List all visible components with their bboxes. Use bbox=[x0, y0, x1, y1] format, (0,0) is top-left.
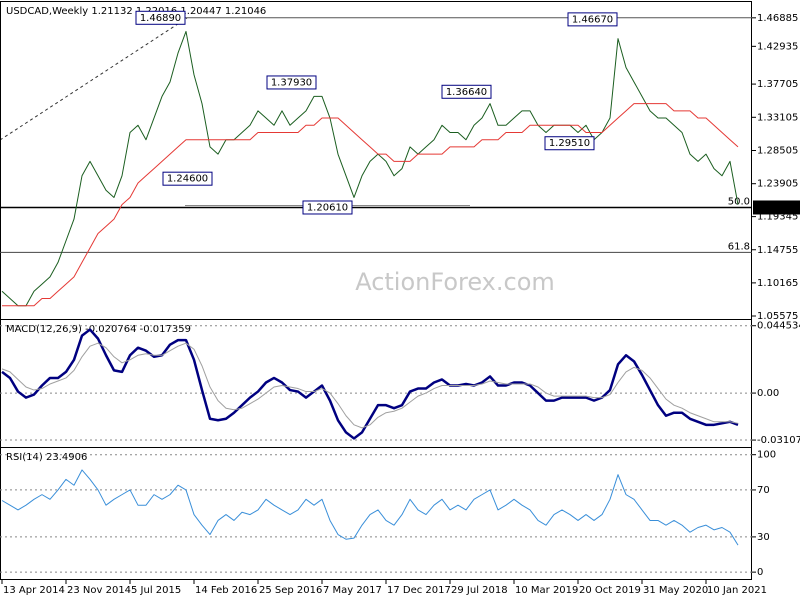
y-tick-label: 1.46885 bbox=[757, 13, 798, 24]
y-tick-label: 1.37705 bbox=[757, 79, 798, 90]
annotation-label: 1.24600 bbox=[167, 174, 208, 185]
annotation-box bbox=[162, 171, 213, 186]
x-tick-label: 25 Sep 2016 bbox=[259, 585, 322, 596]
series-line bbox=[1, 30, 739, 307]
annotation-label: 1.37930 bbox=[271, 77, 312, 88]
x-tick-label: 14 Feb 2016 bbox=[195, 585, 257, 596]
x-tick-label: 10 Mar 2019 bbox=[515, 585, 578, 596]
last-price-box bbox=[753, 200, 800, 215]
x-tick-label: 29 Jul 2018 bbox=[451, 585, 508, 596]
y-tick-label: 70 bbox=[757, 485, 770, 496]
x-tick-label: 10 Jan 2021 bbox=[707, 585, 767, 596]
annotation-label: 1.29510 bbox=[549, 138, 590, 149]
annotation-box bbox=[441, 84, 492, 99]
y-tick-label: 1.19345 bbox=[757, 212, 798, 223]
y-tick-label: -0.031072 bbox=[757, 435, 800, 446]
y-tick-label: 0.044534 bbox=[757, 321, 800, 332]
y-tick-label: 1.05575 bbox=[757, 311, 798, 322]
y-tick-label: 100 bbox=[757, 450, 776, 461]
annotation-box bbox=[302, 200, 353, 215]
series-line bbox=[1, 342, 739, 429]
last-price-label: 1.20610 bbox=[757, 202, 798, 213]
watermark: ActionForex.com bbox=[355, 268, 555, 296]
y-tick-label: 1.14755 bbox=[757, 245, 798, 256]
y-tick-label: 30 bbox=[757, 532, 770, 543]
series-line bbox=[2, 103, 739, 307]
annotation-label: 1.46670 bbox=[572, 14, 613, 25]
x-tick-label: 20 Oct 2019 bbox=[579, 585, 641, 596]
y-tick-label: 1.23905 bbox=[757, 179, 798, 190]
y-tick-label: 1.33105 bbox=[757, 112, 798, 123]
annotation-box bbox=[135, 10, 186, 25]
annotation-box bbox=[544, 136, 595, 151]
annotation-label: 1.36640 bbox=[446, 87, 487, 98]
y-tick-label: 0 bbox=[757, 567, 763, 578]
panel-frame bbox=[0, 447, 752, 580]
fib-label: 50.0 bbox=[728, 197, 750, 208]
x-tick-label: 13 Apr 2014 bbox=[3, 585, 65, 596]
x-tick-label: 7 May 2017 bbox=[323, 585, 382, 596]
annotation-box bbox=[567, 12, 618, 27]
y-tick-label: 1.28505 bbox=[757, 145, 798, 156]
y-tick-label: 1.42935 bbox=[757, 41, 798, 52]
trend-line bbox=[0, 17, 188, 141]
fib-label: 61.8 bbox=[728, 241, 750, 252]
y-tick-label: 0.00 bbox=[757, 388, 779, 399]
x-tick-label: 31 May 2020 bbox=[643, 585, 708, 596]
panel-title: MACD(12,26,9) -0.020764 -0.017359 bbox=[6, 324, 191, 335]
x-tick-label: 17 Dec 2017 bbox=[387, 585, 451, 596]
x-tick-label: 23 Nov 2014 bbox=[67, 585, 131, 596]
panel-title: RSI(14) 23.4906 bbox=[6, 452, 87, 463]
x-tick-label: 5 Jul 2015 bbox=[131, 585, 181, 596]
y-tick-label: 1.10165 bbox=[757, 278, 798, 289]
annotation-label: 1.46890 bbox=[140, 13, 181, 24]
annotation-label: 1.20610 bbox=[307, 202, 348, 213]
annotation-box bbox=[266, 75, 317, 90]
series-line bbox=[1, 469, 739, 546]
series-line bbox=[1, 328, 739, 440]
